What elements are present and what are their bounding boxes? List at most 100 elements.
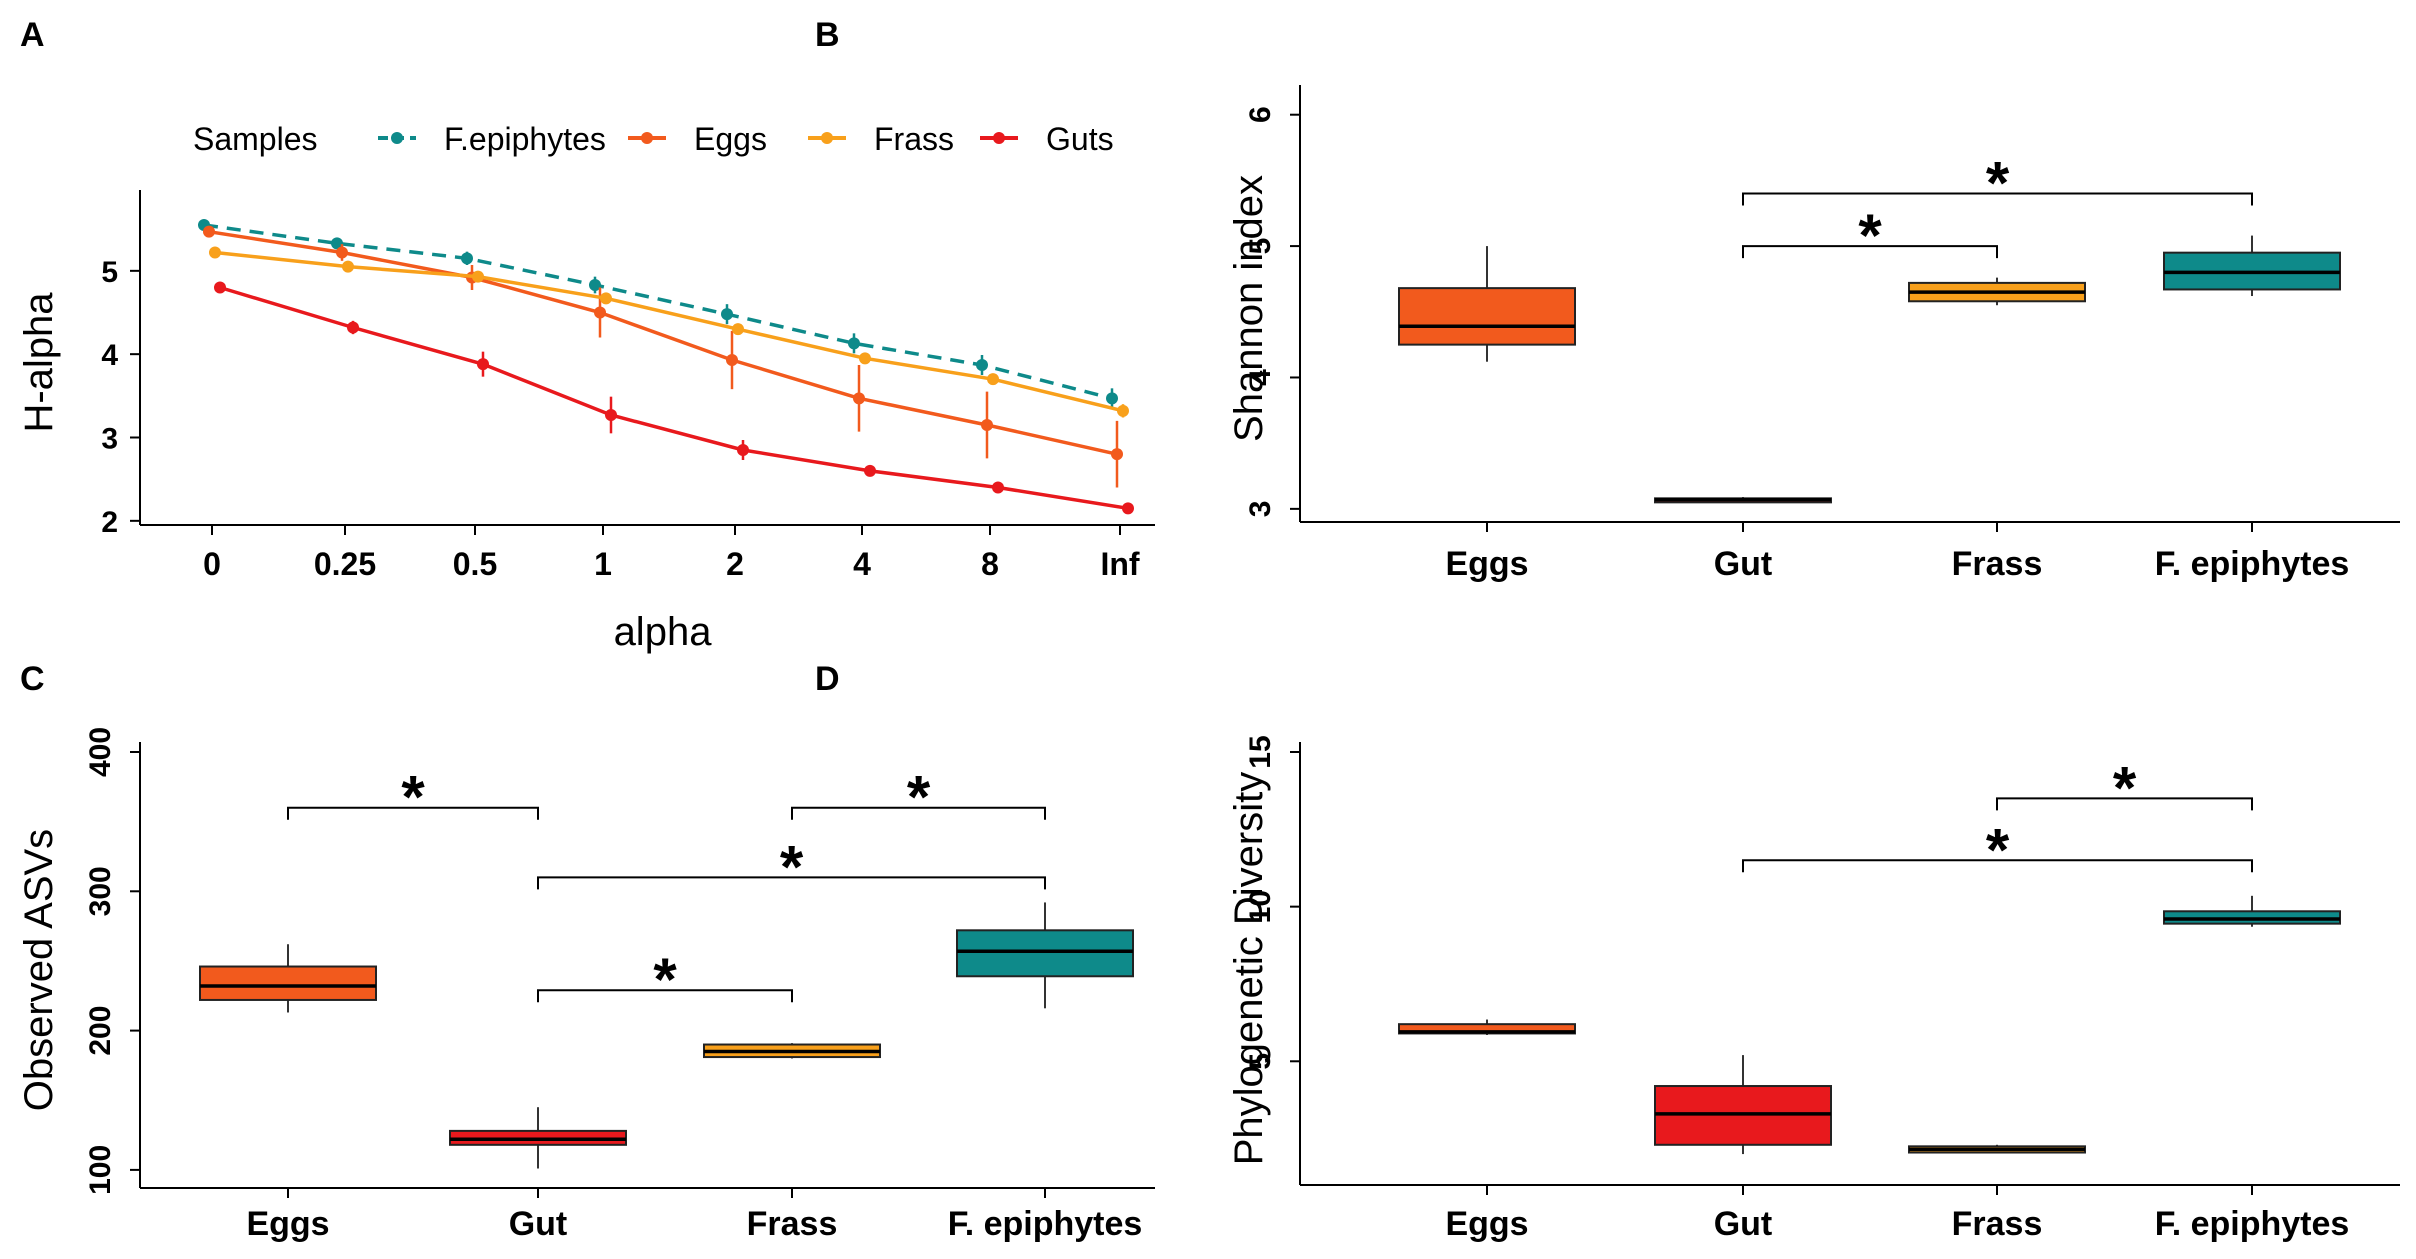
A-x-axis-title: alpha <box>614 610 713 654</box>
D-y-axis-title: Phylogenetic Diversity <box>1227 772 1271 1166</box>
series-frass <box>209 246 1129 418</box>
C-category-label: Eggs <box>246 1205 329 1243</box>
D-category-label: Eggs <box>1445 1205 1528 1243</box>
legend-key-point <box>641 132 653 144</box>
panel-a-label-group: A <box>20 16 45 54</box>
significance-bracket: * <box>791 764 1046 831</box>
bracket-line <box>537 876 1046 890</box>
data-point <box>1106 392 1118 405</box>
data-point <box>1111 448 1123 461</box>
data-point <box>732 323 744 336</box>
A-x-tick-label: 0.25 <box>314 546 376 582</box>
legend-title: Samples <box>193 121 318 157</box>
panel-c-label-group: C <box>20 660 45 698</box>
significance-bracket: * <box>287 764 539 831</box>
legend-key-point <box>821 132 833 144</box>
box-body <box>1398 287 1576 346</box>
B-category-label: Frass <box>1952 545 2043 583</box>
data-point <box>594 306 606 319</box>
B-category-label: F. epiphytes <box>2155 545 2350 583</box>
A-x-tick-label: 1 <box>594 546 612 582</box>
B-y-tick-label: 6 <box>1244 106 1277 123</box>
significance-star: * <box>907 764 931 831</box>
box-fepiphytes <box>2163 235 2341 297</box>
bracket-line <box>537 989 793 1003</box>
data-point <box>1117 404 1129 417</box>
bracket-line <box>287 806 539 820</box>
D-category-label: F. epiphytes <box>2155 1205 2350 1243</box>
significance-bracket: * <box>537 833 1046 900</box>
C-category-label: Frass <box>747 1205 838 1243</box>
A-x-tick-label: 2 <box>726 546 744 582</box>
panel-b-letter: B <box>815 16 840 54</box>
panel-a-line-chart: 2 3 4 5 0 0.25 0.5 1 2 4 8 Inf H-alpha alpha Samples F.… <box>17 121 1155 654</box>
panel-b-label-group: B <box>815 16 840 54</box>
bracket-line <box>1742 859 2253 873</box>
A-y-tick-label: 5 <box>101 256 118 289</box>
data-point <box>976 359 988 371</box>
A-y-tick-label: 2 <box>101 506 118 539</box>
bracket-line <box>1996 797 2253 811</box>
significance-star: * <box>2113 754 2137 821</box>
data-point <box>726 354 738 366</box>
panel-c-letter: C <box>20 660 45 698</box>
box-frass <box>1908 1144 2086 1154</box>
significance-star: * <box>1986 816 2010 883</box>
significance-star: * <box>1986 150 2010 217</box>
data-point <box>853 392 865 405</box>
data-point <box>721 308 733 321</box>
data-point <box>589 279 601 291</box>
significance-star: * <box>653 946 677 1013</box>
box-gut <box>1654 1055 1832 1155</box>
D-category-label: Gut <box>1714 1205 1773 1243</box>
bracket-line <box>1742 245 1998 259</box>
data-point <box>331 237 343 250</box>
significance-star: * <box>401 764 425 831</box>
B-category-label: Gut <box>1714 545 1773 583</box>
box-frass <box>703 1043 881 1059</box>
legend-entry-fepiphytes: F.epiphytes <box>444 121 606 157</box>
significance-star: * <box>1858 202 1882 269</box>
panel-d-letter: D <box>815 660 840 698</box>
data-point <box>1122 502 1134 515</box>
box-eggs <box>1398 246 1576 362</box>
A-y-tick-label: 4 <box>101 339 118 372</box>
data-point <box>737 444 749 456</box>
B-y-axis-title: Shannon index <box>1227 175 1271 442</box>
data-point <box>477 358 489 371</box>
data-point <box>992 481 1004 494</box>
series-line <box>208 229 1118 456</box>
significance-bracket: * <box>1742 150 2253 217</box>
box-fepiphytes <box>2163 895 2341 927</box>
D-category-label: Frass <box>1952 1205 2043 1243</box>
B-category-label: Eggs <box>1445 545 1528 583</box>
legend-key-point <box>993 132 1005 144</box>
panel-a-letter: A <box>20 16 45 54</box>
C-y-tick-label: 200 <box>84 1006 117 1056</box>
series-guts <box>214 281 1134 515</box>
data-point <box>461 252 473 265</box>
series-fepiphytes <box>198 219 1118 409</box>
box-eggs <box>199 944 377 1013</box>
data-point <box>203 225 215 238</box>
series-line <box>214 250 1124 413</box>
D-y-tick-label: 15 <box>1244 735 1277 768</box>
data-point <box>347 321 359 334</box>
C-category-label: Gut <box>509 1205 568 1243</box>
box-fepiphytes <box>956 902 1134 1009</box>
box-gut <box>1654 497 1832 504</box>
data-point <box>342 260 354 273</box>
A-x-tick-label: 4 <box>853 546 871 582</box>
C-y-tick-label: 100 <box>84 1145 117 1195</box>
A-y-axis-title: H-alpha <box>17 292 61 433</box>
data-point <box>848 337 860 350</box>
data-point <box>605 409 617 421</box>
significance-star: * <box>780 833 804 900</box>
data-point <box>336 246 348 259</box>
series-line <box>203 223 1113 401</box>
data-point <box>600 292 612 305</box>
data-point <box>209 246 221 259</box>
C-y-tick-label: 300 <box>84 866 117 916</box>
C-y-tick-label: 400 <box>84 727 117 777</box>
significance-bracket: * <box>537 946 793 1013</box>
